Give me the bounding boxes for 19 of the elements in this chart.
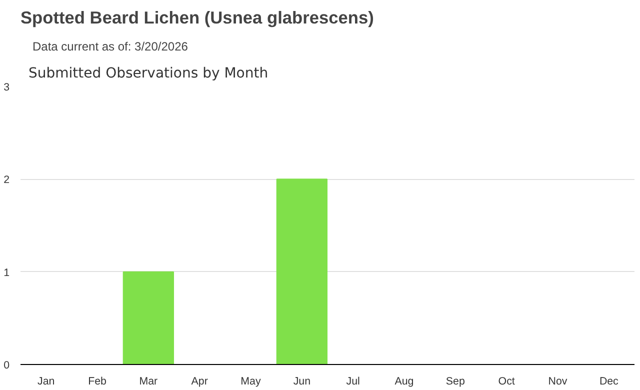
x-tick-label: Jul	[346, 376, 360, 388]
y-tick-label: 2	[4, 174, 10, 186]
x-tick-label: Nov	[548, 376, 568, 388]
y-tick-label: 0	[4, 360, 10, 372]
text: Submitted Observations by Month	[28, 66, 268, 82]
x-tick-label: May	[240, 376, 262, 388]
y-tick-label: 1	[4, 266, 10, 279]
x-tick-label: Jan	[37, 376, 55, 388]
x-tick-label: Dec	[599, 376, 620, 388]
y-tick-label: 3	[4, 82, 10, 94]
chart-title: Spotted Beard Lichen (Usnea glabrescens)	[20, 8, 374, 28]
x-tick-label: Feb	[88, 376, 107, 388]
chart-subtitle: Data current as of: 3/20/2026	[32, 40, 188, 54]
x-tick-label: Sep	[446, 376, 465, 388]
x-tick-label: Oct	[498, 376, 515, 388]
x-tick-label: Jun	[293, 376, 311, 388]
x-tick-label: Mar	[139, 376, 158, 388]
x-tick-label: Aug	[394, 376, 414, 388]
x-tick-label: Apr	[191, 376, 208, 388]
